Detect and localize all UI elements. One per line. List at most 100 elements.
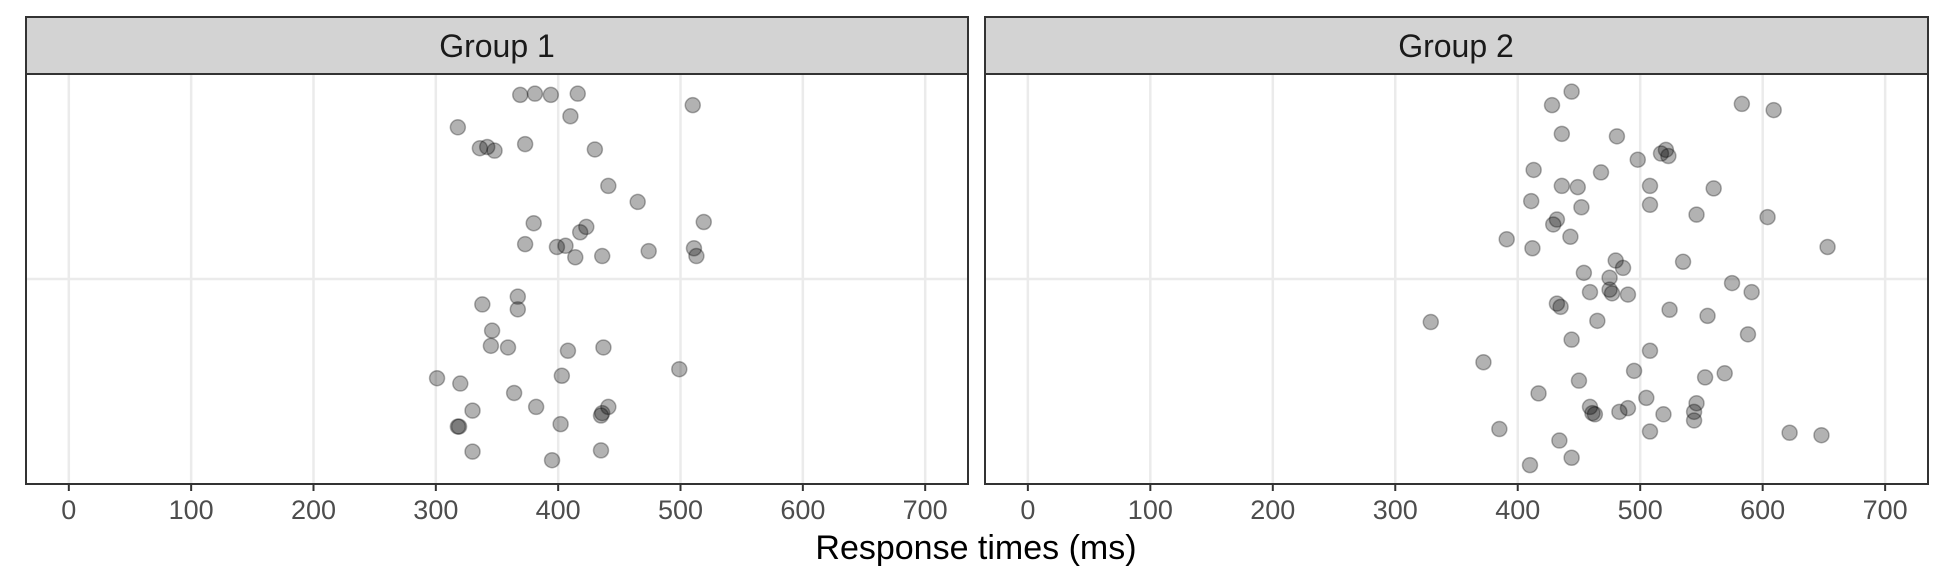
data-point <box>1638 389 1655 407</box>
data-point <box>1601 269 1618 287</box>
data-point <box>516 135 534 153</box>
data-point <box>1570 372 1588 389</box>
x-tick-label: 700 <box>903 495 948 525</box>
data-point <box>1607 252 1624 269</box>
x-tick-label: 300 <box>1373 495 1418 525</box>
data-point <box>1661 301 1678 318</box>
data-point <box>1608 128 1626 145</box>
data-point <box>1563 449 1580 467</box>
data-point <box>600 177 617 195</box>
data-point <box>452 375 469 392</box>
data-point <box>1601 281 1618 298</box>
x-tick-label: 600 <box>1740 495 1785 525</box>
facet-strip-group-2 <box>984 16 1929 75</box>
data-point <box>1522 192 1540 210</box>
data-point <box>1660 147 1677 165</box>
data-point <box>1563 331 1580 348</box>
data-point <box>1819 238 1836 256</box>
data-point <box>1569 178 1586 196</box>
data-point <box>548 238 566 256</box>
data-point <box>1619 399 1637 417</box>
data-point <box>1575 264 1593 282</box>
data-point <box>1739 326 1757 343</box>
data-point <box>688 247 705 265</box>
data-point <box>509 288 527 305</box>
points-group-2 <box>1422 83 1836 474</box>
panel-border-group-1 <box>25 73 969 485</box>
data-point <box>499 339 517 356</box>
data-point <box>1685 412 1703 429</box>
data-point <box>483 322 501 339</box>
grid-group-2 <box>985 74 1928 484</box>
facet-strip-label-group-2: Group 2 <box>1398 28 1514 64</box>
data-point <box>1674 253 1692 271</box>
data-point <box>1581 398 1599 416</box>
data-point <box>1696 369 1714 386</box>
data-point <box>511 86 529 104</box>
data-point <box>593 247 611 265</box>
data-point <box>474 296 491 313</box>
data-point <box>542 86 560 104</box>
data-point <box>1611 403 1628 421</box>
facet-strip-group-1 <box>25 16 969 75</box>
data-point <box>1657 141 1675 159</box>
data-point <box>1548 295 1566 312</box>
x-tick-label: 200 <box>291 495 336 525</box>
data-point <box>1716 365 1733 382</box>
x-tick-label: 400 <box>1495 495 1540 525</box>
data-point <box>1759 208 1776 226</box>
data-point <box>1603 285 1621 302</box>
data-point <box>684 96 701 114</box>
data-point <box>1475 353 1492 371</box>
data-point <box>586 141 604 158</box>
data-point <box>1589 312 1606 330</box>
data-point <box>1614 259 1632 277</box>
x-tick-label: 500 <box>658 495 703 525</box>
data-point <box>516 235 534 253</box>
data-point <box>1723 274 1741 292</box>
data-point <box>1491 420 1508 438</box>
data-point <box>1551 432 1568 449</box>
data-point <box>1573 199 1590 216</box>
data-point <box>1592 164 1610 181</box>
data-point <box>1743 283 1760 301</box>
data-point <box>1625 362 1643 380</box>
data-point <box>592 407 610 424</box>
data-point <box>569 85 586 102</box>
data-point <box>553 367 571 385</box>
points-group-1 <box>428 85 713 469</box>
data-point <box>428 369 446 387</box>
data-point <box>595 339 612 356</box>
x-tick-label: 600 <box>780 495 825 525</box>
data-point <box>1641 177 1659 195</box>
data-point <box>1765 101 1782 119</box>
data-point <box>1655 406 1672 423</box>
data-point <box>505 384 523 402</box>
data-point <box>1581 283 1599 301</box>
data-point <box>1781 424 1798 441</box>
x-tick-label: 400 <box>536 495 581 525</box>
data-point <box>1641 342 1659 359</box>
data-point <box>1641 196 1659 214</box>
data-point <box>1688 206 1705 223</box>
data-point <box>471 139 489 157</box>
data-point <box>526 85 544 102</box>
data-point <box>671 360 688 378</box>
data-point <box>1543 96 1561 114</box>
data-point <box>464 443 481 460</box>
data-point <box>695 213 713 231</box>
facet-panel-group-2: Group 2 0 100 200 300 400 500 600 700 <box>984 16 1929 525</box>
data-point <box>1525 161 1542 179</box>
data-point <box>509 301 527 318</box>
data-point <box>1563 83 1580 100</box>
data-point <box>559 342 577 359</box>
data-point <box>557 237 574 255</box>
x-tick-label: 0 <box>61 495 76 525</box>
data-point <box>450 418 468 435</box>
x-tick-label: 300 <box>413 495 458 525</box>
x-tick-label: 0 <box>1020 495 1035 525</box>
data-point <box>1553 125 1571 143</box>
x-tick-label: 100 <box>1128 495 1173 525</box>
data-point <box>1544 216 1562 233</box>
data-point <box>1705 180 1722 197</box>
